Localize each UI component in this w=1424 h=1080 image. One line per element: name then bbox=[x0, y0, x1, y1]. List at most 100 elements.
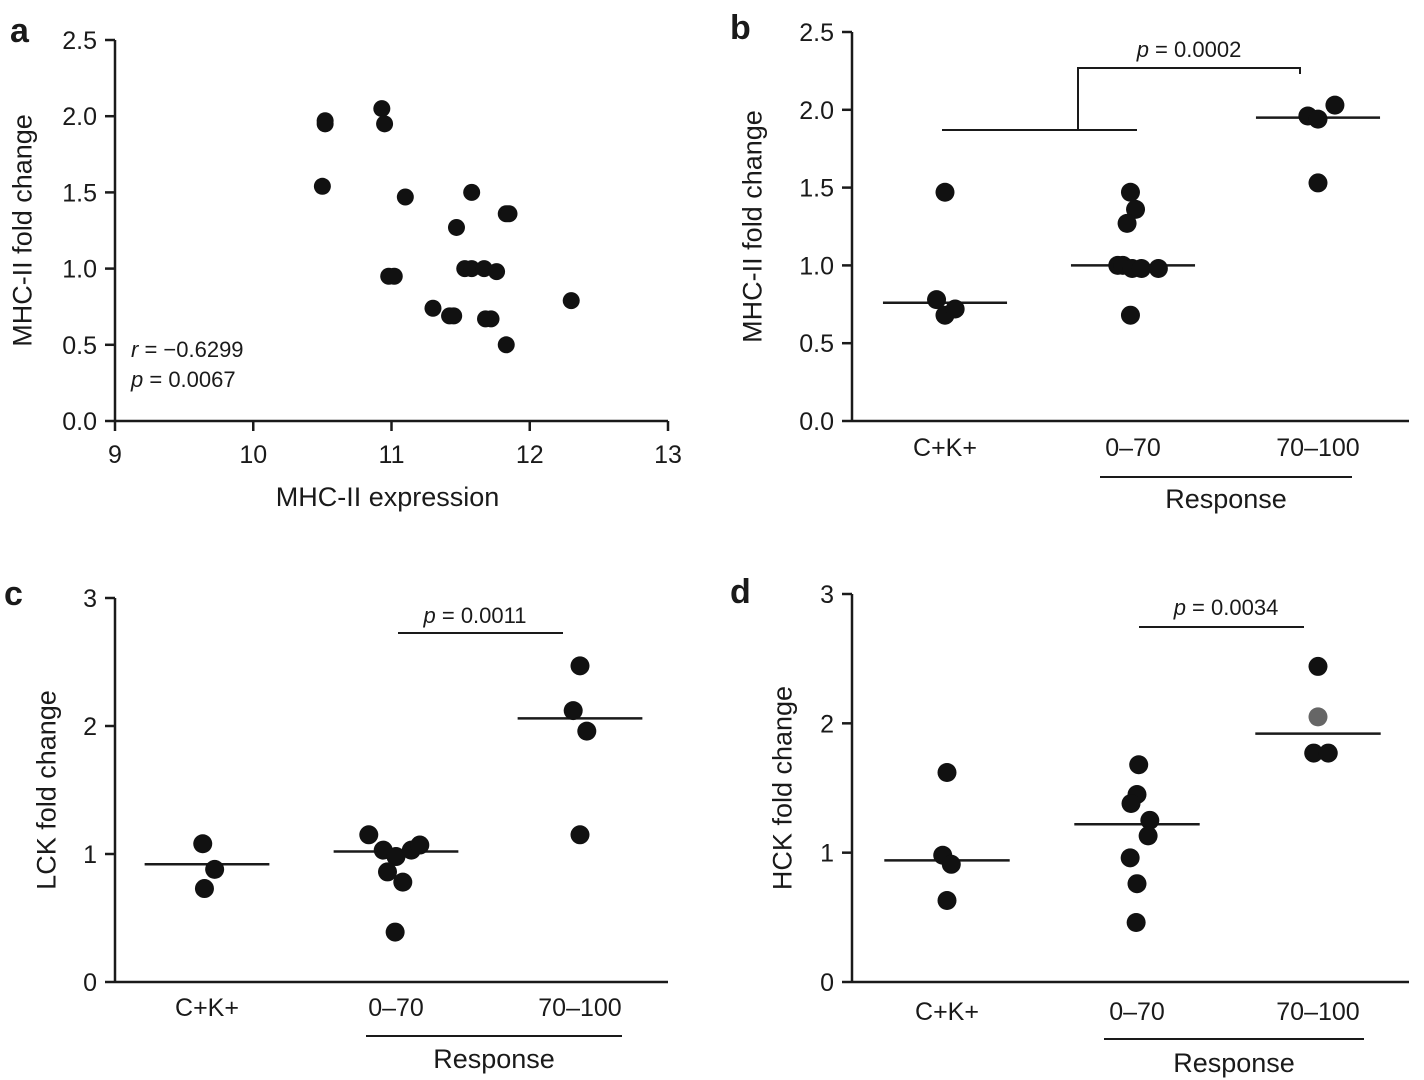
y-axis-label: LCK fold change bbox=[31, 690, 61, 890]
data-point bbox=[562, 292, 580, 310]
data-point bbox=[1131, 259, 1151, 279]
y-tick-label: 2 bbox=[820, 710, 834, 738]
y-tick-label: 1 bbox=[83, 841, 97, 869]
panel-letter: d bbox=[730, 573, 751, 611]
data-point bbox=[1148, 259, 1168, 279]
p-value: = 0.0067 bbox=[143, 367, 235, 392]
data-point bbox=[1126, 913, 1146, 933]
x-axis-label: MHC-II expression bbox=[276, 482, 500, 512]
data-point bbox=[1127, 874, 1147, 894]
data-point bbox=[1308, 173, 1328, 193]
y-tick-label: 1.0 bbox=[799, 252, 834, 280]
data-point bbox=[1120, 848, 1140, 868]
data-point bbox=[1138, 826, 1158, 846]
data-point bbox=[1304, 743, 1324, 763]
p-symbol: p bbox=[1136, 37, 1149, 62]
data-point bbox=[941, 854, 961, 874]
x-tick-label: 9 bbox=[108, 441, 122, 469]
data-point bbox=[1140, 810, 1160, 830]
data-point bbox=[1308, 109, 1328, 129]
data-point bbox=[385, 267, 403, 285]
x-tick-label: 12 bbox=[516, 441, 544, 469]
y-axis-label: MHC-II fold change bbox=[737, 110, 767, 343]
p-symbol: p bbox=[130, 367, 143, 392]
data-point bbox=[393, 872, 413, 892]
data-point bbox=[497, 336, 515, 354]
data-point bbox=[1325, 95, 1345, 115]
p-annotation: p = 0.0011 bbox=[423, 603, 527, 628]
data-point bbox=[927, 290, 947, 310]
data-point bbox=[1120, 182, 1140, 202]
p-annotation: p = 0.0034 bbox=[1173, 595, 1279, 620]
x-category-label: C+K+ bbox=[175, 994, 239, 1022]
y-axis-label: HCK fold change bbox=[767, 686, 797, 890]
data-point bbox=[386, 847, 406, 867]
data-point bbox=[1126, 199, 1146, 219]
y-axis bbox=[842, 30, 854, 423]
data-point bbox=[447, 218, 465, 236]
x-tick-label: 13 bbox=[654, 441, 682, 469]
data-point bbox=[1129, 755, 1149, 775]
panel-letter: b bbox=[730, 9, 751, 47]
data-point bbox=[935, 182, 955, 202]
data-point bbox=[937, 891, 957, 911]
p-symbol: p bbox=[1173, 595, 1186, 620]
p-value: = 0.0011 bbox=[436, 603, 527, 628]
y-tick-label: 0.0 bbox=[799, 408, 834, 436]
data-point bbox=[463, 183, 481, 201]
data-point bbox=[463, 260, 481, 278]
data-point bbox=[359, 825, 379, 845]
data-point bbox=[945, 299, 965, 319]
y-tick-label: 2 bbox=[83, 713, 97, 741]
y-tick-label: 0.0 bbox=[62, 408, 97, 436]
data-point bbox=[570, 825, 590, 845]
data-point bbox=[205, 859, 225, 879]
data-point bbox=[373, 100, 391, 118]
data-point bbox=[377, 862, 397, 882]
data-point bbox=[500, 205, 518, 223]
data-point bbox=[577, 721, 597, 741]
y-axis bbox=[842, 592, 854, 984]
data-point bbox=[477, 310, 495, 328]
x-category-label: 0–70 bbox=[1105, 434, 1161, 462]
data-point bbox=[316, 115, 334, 133]
data-point bbox=[1120, 305, 1140, 325]
data-point bbox=[488, 263, 506, 281]
x-tick-label: 11 bbox=[379, 441, 405, 469]
y-axis bbox=[105, 596, 117, 984]
data-point bbox=[445, 307, 463, 325]
x-category-label: 0–70 bbox=[368, 994, 424, 1022]
r-value: = −0.6299 bbox=[138, 337, 243, 362]
data-point bbox=[193, 834, 213, 854]
data-point bbox=[194, 879, 214, 899]
p-value: = 0.0034 bbox=[1186, 595, 1278, 620]
data-point bbox=[424, 299, 442, 317]
data-point bbox=[1117, 213, 1137, 233]
y-tick-label: 0.5 bbox=[799, 330, 834, 358]
group-label: Response bbox=[433, 1044, 555, 1074]
y-tick-label: 1.5 bbox=[799, 175, 834, 203]
data-point bbox=[410, 835, 430, 855]
y-tick-label: 2.5 bbox=[62, 27, 97, 55]
p-value: = 0.0002 bbox=[1149, 37, 1241, 62]
r-symbol: r bbox=[131, 337, 140, 362]
y-tick-label: 1.0 bbox=[62, 256, 97, 284]
p-annotation: p = 0.0002 bbox=[1136, 37, 1242, 62]
y-tick-label: 1 bbox=[820, 840, 834, 868]
x-category-label: 0–70 bbox=[1109, 998, 1165, 1026]
data-point bbox=[570, 656, 590, 676]
p-annotation: p = 0.0067 bbox=[130, 367, 236, 392]
y-tick-label: 2.0 bbox=[62, 103, 97, 131]
y-tick-label: 2.0 bbox=[799, 97, 834, 125]
y-tick-label: 3 bbox=[820, 581, 834, 609]
panel-letter: a bbox=[10, 12, 30, 50]
y-tick-label: 2.5 bbox=[799, 19, 834, 47]
significance-bracket bbox=[1077, 67, 1301, 130]
r-annotation: r = −0.6299 bbox=[131, 337, 244, 362]
panel-c: c 0 1 2 3 LCK fold change C+K+ 0–70 70–100 Respon… bbox=[4, 575, 668, 1074]
data-point bbox=[1121, 794, 1141, 814]
group-label: Response bbox=[1173, 1048, 1295, 1078]
y-tick-label: 0 bbox=[820, 969, 834, 997]
y-axis-label: MHC-II fold change bbox=[7, 114, 37, 347]
